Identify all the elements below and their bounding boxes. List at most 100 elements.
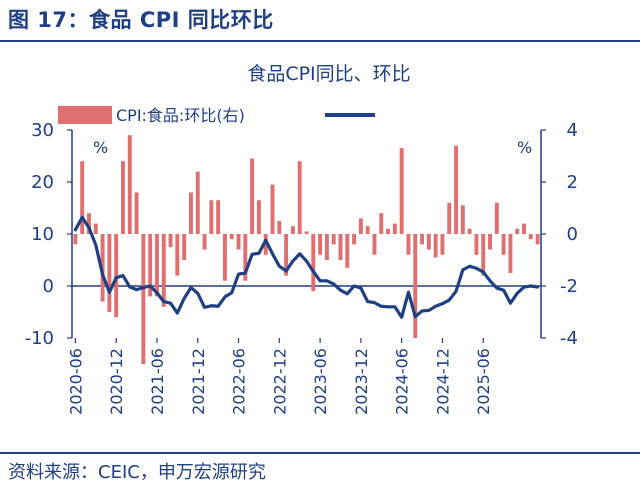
bar (413, 234, 418, 338)
x-tick-label: 2020-06 (66, 348, 85, 415)
bar (420, 234, 425, 245)
bar (331, 234, 336, 245)
right-tick-label: -2 (560, 276, 578, 297)
right-tick-label: 0 (567, 224, 578, 245)
bar (250, 158, 255, 234)
left-tick-label: 20 (31, 172, 54, 193)
figure-title: 图 17：食品 CPI 同比环比 (8, 8, 274, 32)
bar (161, 234, 166, 307)
bar (494, 202, 499, 234)
bar (433, 234, 438, 258)
bar (243, 234, 248, 281)
legend-bar-swatch (58, 106, 112, 124)
bar (426, 234, 431, 250)
bar (148, 234, 153, 297)
right-axis-ticks: 4 2 0 -2 -4 (541, 120, 578, 349)
bar (318, 234, 323, 255)
legend: CPI:食品:环比(右) (58, 106, 375, 125)
bar (114, 234, 119, 318)
left-tick-label: 30 (31, 120, 54, 141)
left-tick-label: 0 (43, 276, 54, 297)
x-tick-label: 2021-06 (148, 348, 167, 415)
bar (304, 231, 309, 234)
bar (236, 234, 241, 250)
bar (460, 205, 465, 234)
bar (209, 200, 214, 234)
x-tick-label: 2023-12 (352, 348, 371, 415)
bar (93, 223, 98, 234)
bar (535, 234, 540, 245)
bar (202, 234, 207, 250)
bar (134, 192, 139, 234)
x-tick-label: 2023-06 (311, 348, 330, 415)
bar (454, 145, 459, 234)
bar (311, 234, 316, 292)
bar (467, 228, 472, 234)
bar (141, 234, 146, 364)
bar (474, 234, 479, 255)
x-tick-label: 2022-12 (270, 348, 289, 415)
x-tick-label: 2022-06 (230, 348, 249, 415)
bar (488, 234, 492, 250)
bar (188, 192, 193, 234)
bar (481, 234, 486, 276)
bar (440, 234, 445, 255)
bar (216, 200, 221, 234)
left-axis-ticks: 30 20 10 0 -10 (25, 120, 72, 349)
right-tick-label: 4 (567, 120, 578, 141)
right-tick-label: 2 (567, 172, 578, 193)
bar (297, 161, 302, 234)
x-tick-label: 2021-12 (189, 348, 208, 415)
bar (284, 234, 289, 276)
title-rule (0, 40, 640, 42)
bar (515, 228, 520, 234)
x-tick-label: 2020-12 (107, 348, 126, 415)
bar (365, 226, 370, 234)
bar (501, 234, 506, 255)
chart-title: 食品CPI同比、环比 (247, 63, 410, 85)
bar (392, 223, 397, 234)
bar (508, 234, 513, 273)
bar (222, 234, 227, 281)
bar (121, 161, 125, 234)
bar (528, 234, 533, 240)
bar (358, 218, 363, 234)
legend-bar-label: CPI:食品:环比(右) (116, 106, 245, 125)
bar (182, 234, 187, 260)
bar (379, 213, 384, 234)
bar (338, 234, 343, 260)
bar (522, 223, 526, 234)
bar (195, 171, 200, 234)
bar (345, 234, 350, 268)
bar (256, 200, 261, 234)
left-axis-unit: % (93, 138, 108, 157)
bar (127, 135, 132, 234)
bar (386, 228, 391, 234)
bar (406, 234, 411, 255)
right-axis-unit: % (517, 138, 532, 157)
bar (168, 234, 173, 247)
bar (324, 234, 329, 260)
left-tick-label: -10 (25, 328, 54, 349)
bar (107, 234, 112, 312)
x-tick-label: 2025-06 (474, 348, 493, 415)
bar (80, 161, 85, 234)
bar (229, 234, 234, 240)
bar (399, 148, 404, 234)
bar (263, 234, 268, 255)
bar-series (73, 135, 540, 364)
x-axis-ticks: 2020-06 2020-12 2021-06 2021-12 2022-06 2022-… (66, 338, 493, 415)
yoy-line (73, 215, 540, 319)
source-note: 资料来源：CEIC，申万宏源研究 (8, 462, 266, 483)
line-series (73, 215, 540, 319)
bar (447, 202, 452, 234)
left-tick-label: 10 (31, 224, 54, 245)
legend-line-swatch (325, 113, 375, 117)
bar (277, 221, 282, 234)
bar (73, 234, 78, 245)
bar (270, 184, 275, 234)
right-tick-label: -4 (560, 328, 578, 349)
bar (87, 213, 91, 234)
bar (352, 234, 357, 245)
